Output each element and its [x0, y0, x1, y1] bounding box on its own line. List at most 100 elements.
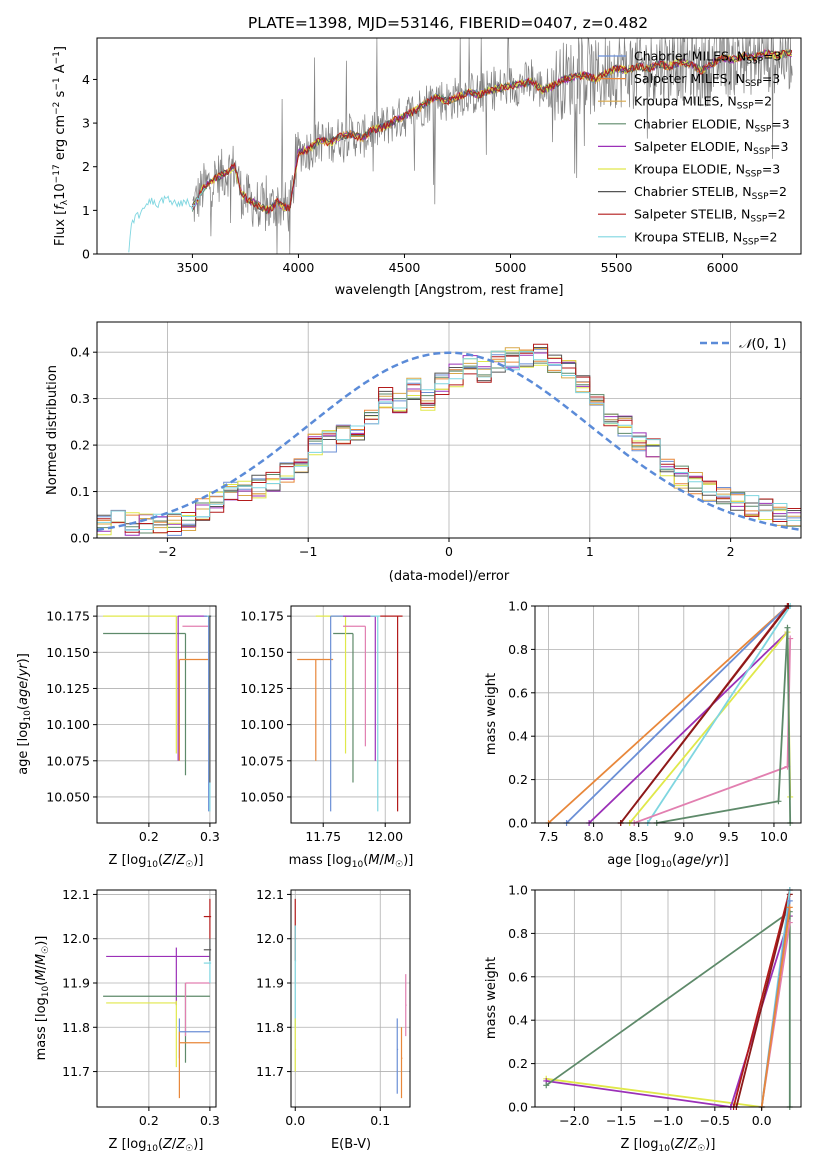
spectrum-ylabel: Flux [fλ10−17 erg cm−2 s−1 A−1] — [52, 46, 70, 246]
mass-vs-ebv-panel: 0.0 0.1 11.7 11.8 11.9 12.0 12.1 E(B-V) — [256, 887, 411, 1152]
spectrum-xlabel: wavelength [Angstrom, rest frame] — [335, 283, 564, 298]
massweight_vs_Z-xtick-label-4: 0.0 — [752, 1113, 772, 1128]
spectrum-legend-label-3: Chabrier ELODIE, NSSP=3 — [634, 116, 790, 134]
age_vs_Z-xtick-label-1: 0.3 — [200, 829, 220, 844]
massweight_vs_age-series-5 — [646, 605, 791, 824]
age-vs-mass-axes-frame — [290, 605, 411, 824]
age_vs_mass-ytick-label-5: 10.175 — [240, 609, 284, 624]
massweight_vs_Z-marker-8-1 — [786, 904, 793, 911]
age-vs-z-ylabel: age [log10(age/yr)] — [16, 653, 33, 775]
mass_vs_Z-xtick-label-0: 0.2 — [139, 1113, 159, 1128]
residuals-ytick-label-1: 0.1 — [70, 484, 90, 499]
residuals-ytick-label-3: 0.3 — [70, 391, 90, 406]
massweight_vs_age-ytick-label-3: 0.6 — [508, 685, 528, 700]
residuals-xtick-label-4: 2 — [727, 544, 735, 559]
residuals-xtick-label-2: 0 — [445, 544, 453, 559]
massweight_vs_age-series-8 — [619, 605, 790, 824]
age_vs_Z-xtick-label-0: 0.2 — [139, 829, 159, 844]
massweight-vs-z-panel: −2.0 −1.5 −1.0 −0.5 0.0 0.0 0.2 0.4 0.6 0.8 1.0 Z … — [484, 883, 802, 1154]
massweight_vs_age-ytick-label-4: 0.8 — [508, 642, 528, 657]
age_vs_Z-ytick-label-1: 10.075 — [46, 753, 90, 768]
massweight_vs_age-ytick-label-5: 1.0 — [508, 599, 528, 614]
age-vs-z-panel: 0.2 0.3 10.050 10.075 10.100 10.125 10.150 10.1… — [16, 605, 220, 870]
spectrum-ytick-label-0: 0 — [82, 247, 90, 262]
page-title: PLATE=1398, MJD=53146, FIBERID=0407, z=0… — [248, 14, 648, 32]
massweight-vs-z-ylabel: mass weight — [484, 957, 499, 1039]
massweight_vs_Z-xtick-label-0: −2.0 — [559, 1113, 589, 1128]
massweight-vs-z-xlabel: Z [log10(Z/Z☉)] — [621, 1137, 716, 1154]
spectrum-legend-label-5: Kroupa ELODIE, NSSP=3 — [634, 162, 780, 180]
spectrum-xtick-label-2: 4500 — [389, 260, 421, 275]
massweight_vs_Z-xtick-label-1: −1.5 — [606, 1113, 636, 1128]
massweight_vs_age-ytick-label-2: 0.4 — [508, 729, 528, 744]
spectrum-xtick-label-5: 6000 — [707, 260, 739, 275]
massweight_vs_Z-ytick-label-5: 1.0 — [508, 883, 528, 898]
massweight_vs_Z-xtick-label-3: −0.5 — [700, 1113, 730, 1128]
massweight_vs_Z-ytick-label-0: 0.0 — [508, 1100, 528, 1115]
normal-distribution-curve — [96, 351, 802, 532]
spectrum-ytick-label-3: 3 — [82, 116, 90, 131]
residual-histogram-4 — [97, 352, 801, 536]
massweight_vs_Z-ytick-label-2: 0.4 — [508, 1013, 528, 1028]
age_vs_Z-ytick-label-5: 10.175 — [46, 609, 90, 624]
massweight_vs_age-series-3 — [588, 631, 789, 824]
residuals-xtick-label-3: 1 — [586, 544, 594, 559]
mass-vs-z-axes-frame — [96, 889, 217, 1108]
spectrum-legend-label-1: Salpeter MILES, NSSP=3 — [634, 71, 780, 89]
residuals-xlabel: (data-model)/error — [389, 569, 510, 584]
spectrum-ytick-label-2: 2 — [82, 159, 90, 174]
age_vs_mass-ytick-label-0: 10.050 — [240, 789, 284, 804]
age_vs_mass-ytick-label-2: 10.100 — [240, 717, 284, 732]
massweight_vs_age-xtick-label-1: 8.0 — [584, 829, 604, 844]
age-vs-z-xlabel: Z [log10(Z/Z☉)] — [109, 853, 204, 870]
age_vs_mass-ytick-label-3: 10.125 — [240, 681, 284, 696]
massweight_vs_Z-marker-7-1 — [786, 897, 793, 904]
age_vs_Z-ytick-label-4: 10.150 — [46, 645, 90, 660]
massweight_vs_age-series-1 — [565, 605, 789, 824]
residuals-legend: 𝒩(0, 1) — [700, 337, 786, 352]
residuals-xtick-label-0: −2 — [158, 544, 176, 559]
massweight_vs_age-ytick-label-1: 0.2 — [508, 772, 528, 787]
massweight-vs-age-ylabel: mass weight — [484, 673, 499, 755]
massweight_vs_age-xtick-label-5: 10.0 — [760, 829, 788, 844]
spectrum-ytick-label-4: 4 — [82, 72, 90, 87]
massweight_vs_age-ytick-label-0: 0.0 — [508, 816, 528, 831]
massweight_vs_age-series-7 — [656, 627, 792, 824]
age-vs-mass-xlabel: mass [log10(M/M☉)] — [289, 853, 414, 870]
spectrum-ytick-label-1: 1 — [82, 203, 90, 218]
spectrum-axes-frame — [96, 37, 802, 255]
massweight-vs-age-xlabel: age [log10(age/yr)] — [607, 853, 729, 870]
normal-legend-label: 𝒩(0, 1) — [739, 337, 786, 352]
age_vs_mass-ytick-label-1: 10.075 — [240, 753, 284, 768]
age_vs_Z-ytick-label-0: 10.050 — [46, 789, 90, 804]
massweight_vs_Z-ytick-label-3: 0.6 — [508, 969, 528, 984]
spectrum-xtick-label-1: 4000 — [283, 260, 315, 275]
mass_vs_EBV-ytick-label-2: 11.9 — [256, 976, 284, 991]
massweight_vs_Z-marker-2-0 — [543, 1082, 550, 1089]
spectrum-panel: 3500 4000 4500 5000 5500 6000 0 1 2 3 4 wavelength… — [52, 36, 802, 298]
spectrum-legend-label-2: Kroupa MILES, NSSP=2 — [634, 94, 772, 112]
age_vs_mass-ytick-label-4: 10.150 — [240, 645, 284, 660]
mass_vs_EBV-ytick-label-0: 11.7 — [256, 1064, 284, 1079]
residuals-ytick-label-2: 0.2 — [70, 438, 90, 453]
residual-histogram-7 — [97, 343, 801, 534]
mass_vs_Z-ytick-label-1: 11.8 — [62, 1020, 90, 1035]
massweight-vs-age-panel: 7.5 8.0 8.5 9.0 9.5 10.0 0.0 0.2 0.4 0.6 0.8 1.0 ag… — [484, 599, 802, 870]
massweight_vs_age-series-6 — [633, 638, 792, 824]
massweight_vs_Z-series-8 — [760, 907, 791, 1108]
massweight_vs_age-xtick-label-4: 9.5 — [719, 829, 739, 844]
massweight_vs_Z-xtick-label-2: −1.0 — [653, 1113, 683, 1128]
age-vs-mass-panel: 11.75 12.00 10.050 10.075 10.100 10.125 10.150… — [240, 605, 414, 870]
mass_vs_Z-ytick-label-2: 11.9 — [62, 976, 90, 991]
massweight_vs_age-series-0 — [547, 605, 789, 824]
mass-vs-ebv-xlabel: E(B-V) — [331, 1137, 371, 1152]
mass_vs_Z-ytick-label-4: 12.1 — [62, 887, 90, 902]
massweight_vs_Z-ytick-label-1: 0.2 — [508, 1056, 528, 1071]
spectrum-legend-label-4: Salpeter ELODIE, NSSP=3 — [634, 139, 788, 157]
residuals-xtick-label-1: −1 — [299, 544, 317, 559]
age_vs_Z-ytick-label-3: 10.125 — [46, 681, 90, 696]
residuals-panel: −2 −1 0 1 2 0.0 0.1 0.2 0.3 0.4 (data-model)/erro… — [45, 321, 802, 584]
mass_vs_EBV-ytick-label-3: 12.0 — [256, 931, 284, 946]
residuals-ytick-label-4: 0.4 — [70, 345, 90, 360]
